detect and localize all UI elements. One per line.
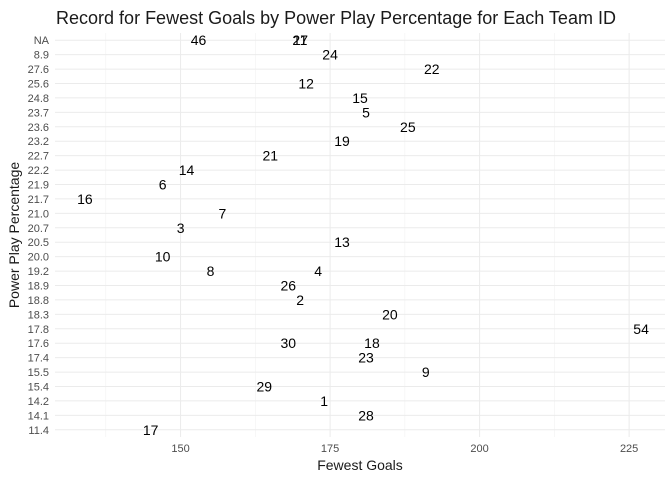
y-tick-label: 18.3: [28, 309, 49, 321]
y-tick-label: 17.4: [28, 353, 49, 365]
y-tick-label: 27.6: [28, 64, 49, 76]
point-label: 2: [296, 292, 304, 308]
point-label: 6: [159, 177, 167, 193]
y-tick-label: 14.1: [28, 410, 49, 422]
point-label: 29: [257, 379, 273, 395]
point-label: 18: [364, 335, 380, 351]
y-tick-label: 22.2: [28, 165, 49, 177]
point-label: 22: [424, 61, 440, 77]
y-tick-label: 15.4: [28, 382, 49, 394]
point-label: 3: [177, 220, 185, 236]
y-tick-label: NA: [34, 35, 50, 47]
y-tick-label: 11.4: [28, 425, 49, 437]
y-tick-label: 22.7: [28, 151, 49, 163]
chart-title: Record for Fewest Goals by Power Play Pe…: [56, 8, 616, 28]
point-label: 15: [352, 90, 368, 106]
y-axis-tick-labels: 11.4 14.1 14.2 15.4 15.5 17.4 17.6 17.8 18.3 18.8…: [28, 35, 50, 437]
point-label: 12: [298, 76, 314, 92]
point-label: 19: [334, 133, 350, 149]
x-tick-label: 150: [171, 443, 189, 455]
point-label: 13: [334, 234, 350, 250]
point-label: 20: [382, 306, 398, 322]
y-tick-label: 19.2: [28, 266, 49, 278]
point-label: 4: [314, 263, 322, 279]
y-tick-label: 18.9: [28, 281, 49, 293]
x-tick-label: 200: [470, 443, 488, 455]
y-tick-label: 25.6: [28, 79, 49, 91]
y-tick-label: 17.6: [28, 338, 49, 350]
y-tick-label: 14.2: [28, 396, 49, 408]
point-label: 25: [400, 119, 416, 135]
point-label: 8: [207, 263, 215, 279]
point-label: 9: [422, 364, 430, 380]
point-label: 23: [358, 350, 374, 366]
point-label: 14: [179, 162, 195, 178]
y-tick-label: 15.5: [28, 367, 49, 379]
y-tick-label: 21.9: [28, 180, 49, 192]
point-label: 30: [280, 335, 296, 351]
y-axis-title: Power Play Percentage: [6, 162, 22, 309]
y-tick-label: 21.7: [28, 194, 49, 206]
y-tick-label: 23.2: [28, 136, 49, 148]
y-tick-label: 8.9: [34, 50, 49, 62]
point-label: 11: [293, 32, 308, 48]
x-axis-tick-labels: 150 175 200 225: [171, 443, 638, 455]
y-tick-label: 20.5: [28, 237, 49, 249]
point-label: 21: [263, 148, 279, 164]
point-label: 16: [77, 191, 93, 207]
point-label: 1: [320, 393, 328, 409]
point-label: 26: [280, 278, 296, 294]
point-label: 17: [143, 422, 159, 438]
point-label: 46: [191, 32, 207, 48]
y-tick-label: 23.7: [28, 107, 49, 119]
point-label: 10: [155, 249, 171, 265]
point-label: 24: [322, 47, 338, 63]
x-axis-title: Fewest Goals: [317, 457, 403, 473]
y-tick-label: 17.8: [28, 324, 49, 336]
point-label: 27: [292, 32, 308, 48]
point-label: 28: [358, 407, 374, 423]
y-tick-label: 20.0: [28, 252, 49, 264]
x-tick-label: 225: [620, 443, 638, 455]
point-label: 54: [633, 321, 649, 337]
y-tick-label: 21.0: [28, 208, 49, 220]
grid-lines: [55, 33, 665, 437]
point-label: 5: [362, 104, 370, 120]
y-tick-label: 23.6: [28, 122, 49, 134]
y-tick-label: 18.8: [28, 295, 49, 307]
y-tick-label: 20.7: [28, 223, 49, 235]
x-tick-label: 175: [321, 443, 339, 455]
point-label: 7: [219, 205, 227, 221]
y-tick-label: 24.8: [28, 93, 49, 105]
